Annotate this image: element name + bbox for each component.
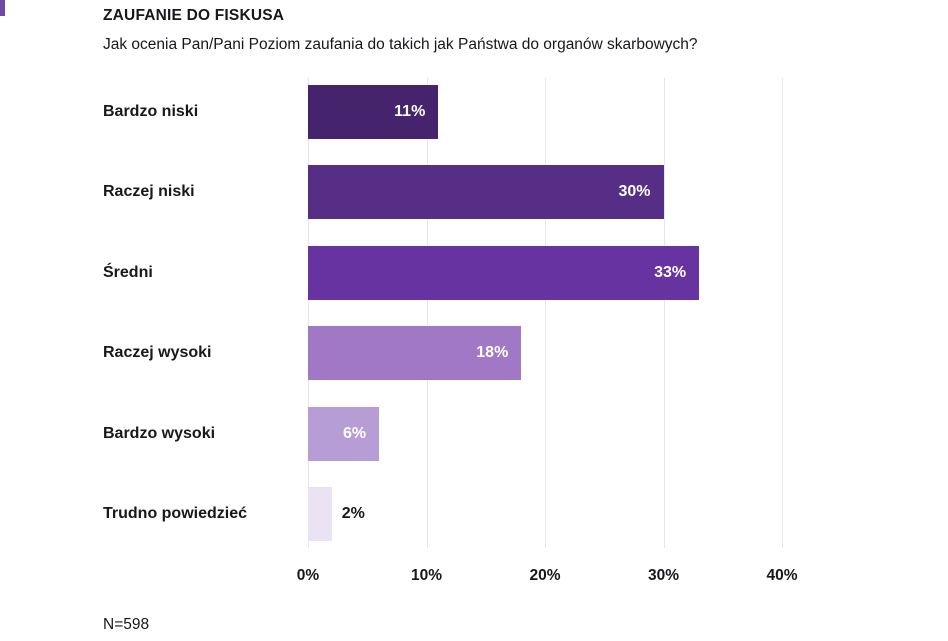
gridline — [308, 78, 309, 548]
category-label: Raczej niski — [103, 183, 195, 201]
x-tick-label: 10% — [410, 567, 443, 584]
bar-track: 33% — [308, 245, 863, 300]
bar-row: Bardzo niski 11% — [103, 78, 863, 158]
x-tick-label: 40% — [766, 567, 798, 584]
bar-value-label: 6% — [342, 424, 367, 442]
bar: 2% — [308, 486, 365, 541]
category-label: Bardzo wysoki — [103, 424, 216, 442]
chart-title: ZAUFANIE DO FISKUSA — [103, 7, 285, 24]
category-label: Średni — [103, 263, 153, 281]
x-tick-label: 30% — [647, 567, 680, 584]
bar-track: 30% — [308, 165, 863, 220]
gridline — [545, 78, 546, 548]
bar-value-label: 33% — [654, 263, 687, 281]
bar-value-label: 18% — [476, 344, 509, 362]
bar-row: Bardzo wysoki 6% — [103, 400, 863, 480]
chart-header: ZAUFANIE DO FISKUSA Jak ocenia Pan/Pani … — [103, 7, 698, 54]
bar-row: Trudno powiedzieć 2% — [103, 480, 863, 560]
bar-row: Raczej niski 30% — [103, 158, 863, 238]
bar: 30% — [308, 165, 664, 220]
bar-track: 6% — [308, 406, 863, 461]
bar-value-label: 30% — [618, 183, 651, 201]
bar-row: Średni 33% — [103, 239, 863, 319]
x-tick-label: 20% — [529, 567, 561, 584]
chart-subtitle: Jak ocenia Pan/Pani Poziom zaufania do t… — [103, 36, 698, 53]
gridline — [782, 78, 783, 548]
bar-track: 18% — [308, 326, 863, 381]
bar-value-label: 11% — [394, 103, 426, 120]
bar: 11% — [308, 85, 439, 139]
gridline — [663, 78, 665, 548]
category-label: Bardzo niski — [103, 103, 199, 120]
category-label: Raczej wysoki — [103, 344, 212, 362]
gridlines — [308, 78, 783, 548]
bar-track: 2% — [308, 486, 863, 541]
bar: 6% — [308, 406, 380, 461]
gridline — [426, 78, 428, 548]
x-axis: 0% 10% 20% 30% 40% — [297, 567, 798, 589]
sample-size-label: N=598 — [103, 616, 150, 633]
x-tick-label: 0% — [296, 567, 320, 584]
bar: 33% — [308, 245, 700, 300]
category-label: Trudno powiedzieć — [103, 504, 248, 522]
logo-fragment — [0, 0, 5, 16]
bar-value-label: 2% — [341, 504, 365, 522]
bar-track: 11% — [308, 85, 863, 139]
bar-chart: Bardzo niski 11% Raczej niski 30% Średni… — [103, 78, 863, 560]
bar-row: Raczej wysoki 18% — [103, 319, 863, 399]
bar: 18% — [308, 326, 522, 381]
